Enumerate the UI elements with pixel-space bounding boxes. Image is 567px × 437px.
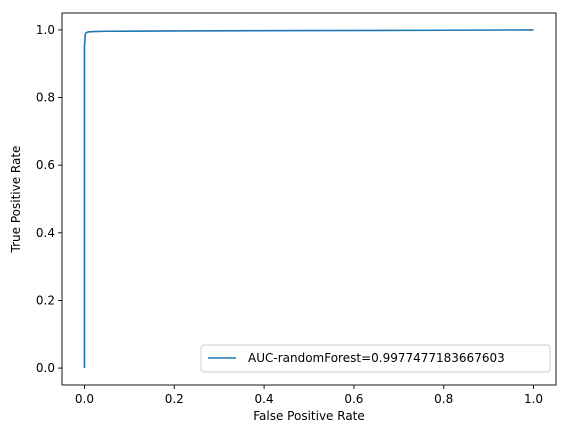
y-tick-label: 0.0: [36, 361, 55, 375]
series-layer: [83, 29, 534, 369]
x-axis-label: False Positive Rate: [253, 409, 365, 423]
x-tick-label: 0.2: [165, 392, 184, 406]
y-tick-label: 0.8: [36, 91, 55, 105]
x-axis-ticks: 0.0 0.2 0.4 0.6 0.8 1.0: [75, 385, 543, 406]
y-axis-ticks: 0.0 0.2 0.4 0.6 0.8 1.0: [36, 23, 62, 375]
x-tick-label: 0.6: [344, 392, 363, 406]
y-tick-label: 0.4: [36, 226, 55, 240]
legend-box: [200, 344, 551, 373]
y-axis-label: True Positive Rate: [9, 146, 23, 254]
x-tick-label: 1.0: [524, 392, 543, 406]
x-tick-label: 0.4: [255, 392, 274, 406]
y-tick-label: 0.2: [36, 293, 55, 307]
y-tick-label: 0.6: [36, 158, 55, 172]
x-tick-label: 0.8: [434, 392, 453, 406]
x-tick-label: 0.0: [75, 392, 94, 406]
y-tick-label: 1.0: [36, 23, 55, 37]
plot-frame: [61, 12, 557, 386]
legend-label: AUC-randomForest=0.9977477183667603: [248, 351, 505, 365]
legend: AUC-randomForest=0.9977477183667603: [200, 344, 551, 373]
series-line-0: [83, 29, 534, 369]
